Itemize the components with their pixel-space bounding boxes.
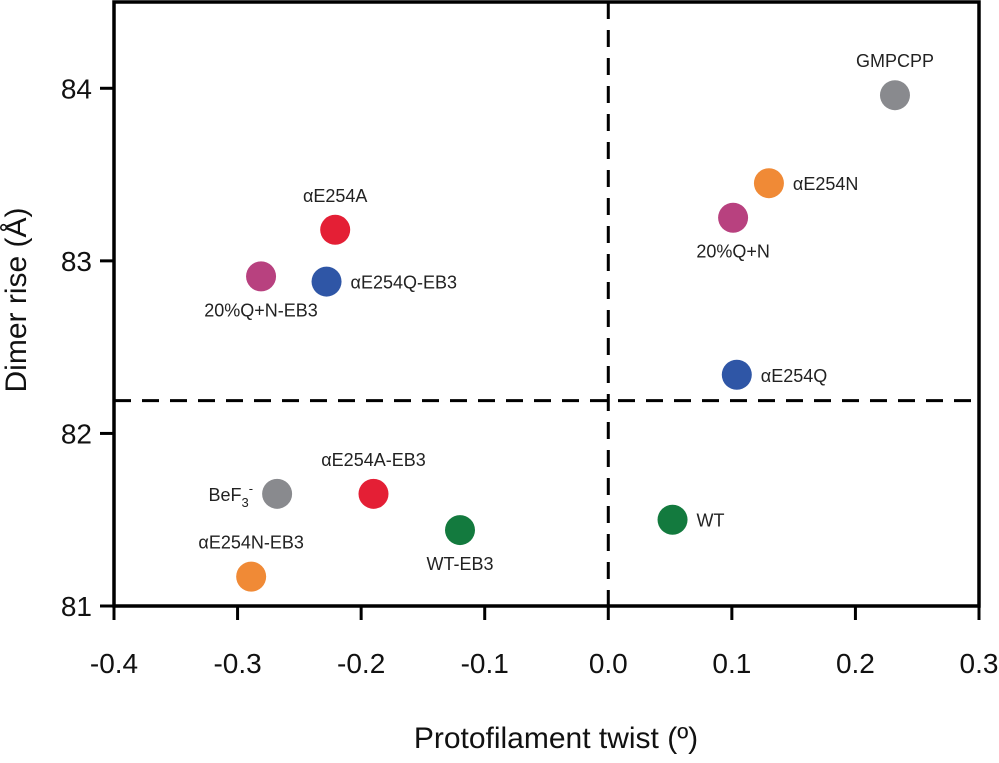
x-tick-label: 0.3 [960,648,999,679]
point-label: αE254A-EB3 [321,450,425,470]
data-point [445,515,475,546]
x-tick-label: 0.1 [712,648,751,679]
reference-lines [114,2,979,606]
data-point [753,168,784,199]
point-label: 20%Q+N-EB3 [204,300,318,320]
x-tick-label: 0.2 [836,648,875,679]
point-label: αE254A [303,186,367,206]
data-point [320,214,351,245]
x-axis-title: Protofilament twist (º) [414,722,698,755]
point-label: WT-EB3 [426,554,493,574]
point-label: αE254N [793,174,858,194]
x-tick-label: -0.4 [90,648,138,679]
x-tick-label: 0.0 [589,648,628,679]
data-point [657,504,688,535]
point-label: αE254N-EB3 [198,533,303,553]
point-label: 20%Q+N [696,242,770,262]
axis-ticks: -0.4 -0.3 -0.2 -0.1 0.0 0.1 0.2 0.3 81 82 83 84 [61,73,999,679]
point-labels: GMPCPP αE254N 20%Q+N αE254Q WT αE254A 20%Q+N-E… [198,51,934,574]
point-label: GMPCPP [856,51,934,71]
point-label: αE254Q-EB3 [351,273,457,293]
y-tick-label: 81 [61,591,92,622]
y-axis-title: Dimer rise (Å) [0,208,33,393]
plot-frame [112,0,981,608]
data-points [236,80,910,592]
data-point [262,478,293,509]
point-label: BeF3- [209,481,254,510]
y-tick-label: 84 [61,73,92,104]
point-label: αE254Q [761,366,827,386]
data-point [718,202,749,233]
data-point [236,561,267,592]
data-point [246,261,277,292]
x-tick-label: -0.2 [337,648,385,679]
data-point [358,478,389,509]
y-tick-label: 83 [61,246,92,277]
data-point [721,359,752,390]
y-tick-label: 82 [61,418,92,449]
point-label: WT [697,511,725,531]
x-tick-label: -0.1 [461,648,509,679]
data-point [879,80,910,111]
data-point [311,266,342,297]
x-tick-label: -0.3 [213,648,261,679]
